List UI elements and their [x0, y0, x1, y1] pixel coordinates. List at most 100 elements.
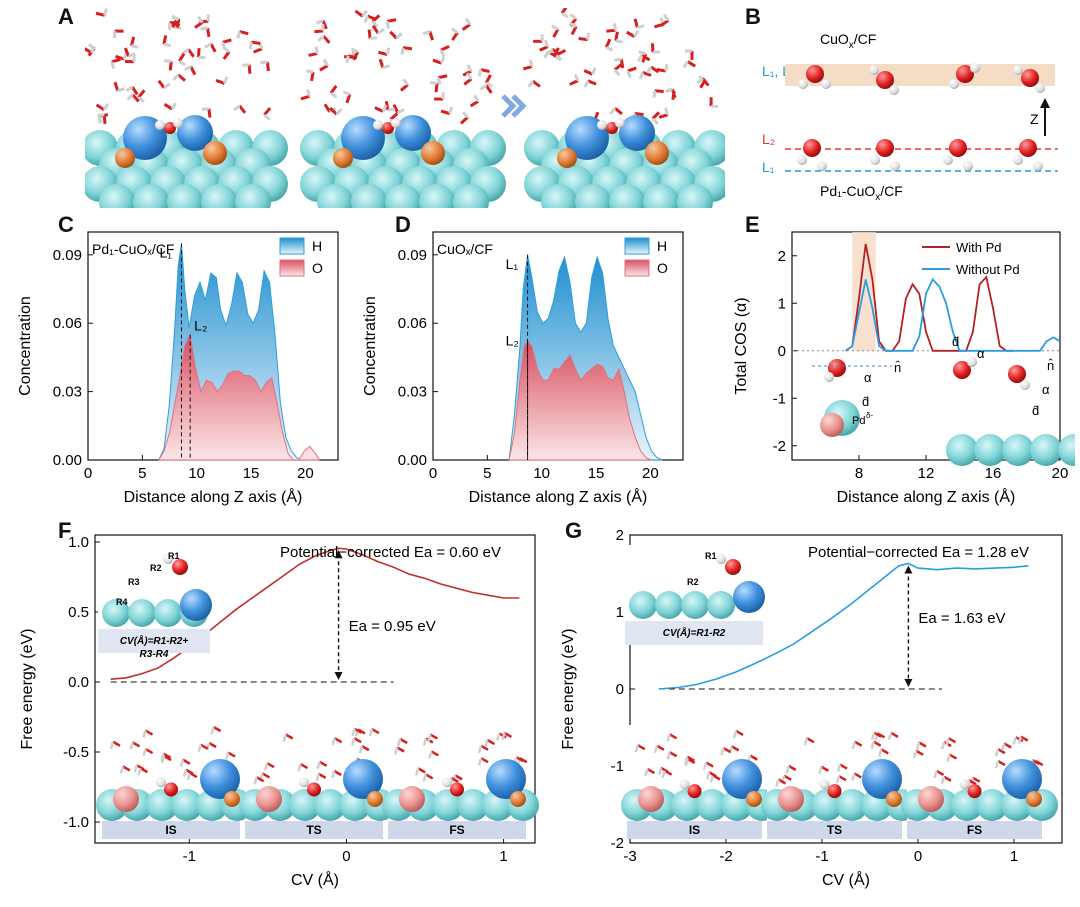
water-bond: [321, 23, 325, 32]
water-bond: [652, 90, 657, 98]
water-bond: [206, 27, 211, 38]
water-bond: [368, 728, 374, 737]
x-axis-label: CV (Å): [291, 870, 339, 889]
y-axis-label: Concentration: [17, 296, 34, 396]
y-tick-label: 1: [778, 295, 786, 312]
water-bond: [299, 762, 309, 770]
water-bond: [200, 26, 208, 31]
water-bond: [666, 751, 671, 760]
water-bond: [503, 731, 513, 738]
water-bond: [139, 767, 148, 774]
water-bond: [543, 39, 550, 48]
water-bond: [350, 737, 356, 746]
surface-atom: [289, 789, 321, 821]
snapshot-3: [522, 8, 725, 208]
o-atom: [367, 791, 383, 807]
x-tick-label: 0: [342, 848, 350, 865]
water-bond: [664, 107, 670, 116]
surface-atom: [1030, 434, 1062, 466]
annotation-l2: L₂: [506, 332, 519, 348]
water-bond: [656, 744, 665, 751]
water-bond: [183, 65, 192, 72]
chart-panel-f: -1 0 1 -1.0 -0.5 0.0 0.5 1.0 CV (Å) Free energy (…: [19, 534, 539, 889]
water-bond: [253, 776, 258, 785]
water-bond: [187, 48, 195, 58]
water-bond: [157, 79, 166, 89]
d-hat-label: d̂: [862, 394, 869, 409]
panel-b-bottom-label: Pd₁-CuOx/CF: [820, 183, 903, 203]
x-tick-label: 10: [188, 465, 205, 482]
d-hat-label-2: d̂: [952, 334, 959, 349]
water-oxygen: [450, 782, 464, 797]
legend-label: With Pd: [956, 240, 1002, 255]
state-label-band: [102, 821, 240, 839]
water-oxygen: [164, 782, 178, 797]
cu-atom: [733, 581, 765, 613]
inset-molecules: Pd δ-n̂αd̂d̂αn̂αd̂: [812, 334, 1075, 466]
surface-atom: [946, 434, 978, 466]
water-bond: [573, 73, 580, 82]
panel-letter-g: G: [565, 518, 583, 543]
water-bond: [918, 741, 927, 748]
water-bond: [197, 744, 202, 753]
water-bond: [838, 775, 847, 782]
water-bond: [361, 745, 370, 752]
o-atom: [886, 791, 902, 807]
ea-arrow-head-up: [334, 550, 343, 559]
water-bond: [466, 64, 473, 72]
ea-arrow-head-up: [904, 565, 913, 574]
water-bond: [354, 9, 364, 18]
water-oxygen: [828, 359, 846, 377]
water-bond: [318, 772, 327, 779]
water-bond: [366, 14, 377, 21]
legend-o-label: O: [657, 260, 668, 276]
water-bond: [97, 116, 102, 124]
water-hydrogen: [173, 118, 183, 128]
series-line-with-pd: [845, 243, 1014, 352]
water-bond: [224, 752, 230, 760]
panel-b-L2-label: L₂: [762, 131, 775, 147]
water-bond: [133, 764, 138, 773]
water-bond: [646, 767, 656, 775]
pd-atom: [638, 786, 664, 812]
water-bond: [227, 751, 236, 758]
bond-label-r1: R1: [168, 551, 180, 561]
cu-atom: [486, 759, 526, 799]
panel-b-bottom-water-row: [797, 139, 1043, 171]
water-bond: [657, 767, 663, 776]
water-bond: [248, 41, 253, 50]
water-bond: [194, 21, 204, 29]
water-bond: [103, 8, 108, 16]
water-bond: [131, 86, 139, 96]
y-tick-label: -1: [773, 390, 786, 407]
water-bond: [131, 93, 140, 103]
water-bond: [122, 51, 128, 60]
panel-b-top-label: CuOx/CF: [820, 31, 876, 51]
water-bond: [696, 77, 704, 85]
water-bond: [171, 19, 180, 29]
water-bond: [546, 48, 554, 56]
water-bond: [160, 753, 165, 762]
cu-substrate-atom: [643, 184, 679, 208]
water-bond: [200, 743, 209, 750]
water-bond: [322, 58, 329, 67]
water-bond: [820, 765, 829, 772]
water-bond: [170, 102, 178, 110]
cu-oxide-atom: [619, 115, 655, 151]
water-hydrogen: [679, 779, 690, 790]
water-bond: [486, 738, 495, 746]
water-bond: [638, 50, 646, 56]
water-bond: [586, 32, 591, 40]
water-oxygen: [172, 559, 188, 575]
water-oxygen: [725, 559, 741, 575]
water-bond: [627, 66, 637, 73]
water-bond: [606, 28, 616, 33]
surface-atom: [836, 789, 868, 821]
water-hydrogen: [597, 120, 607, 130]
water-bond: [943, 775, 952, 782]
y-tick-label: 0.5: [68, 604, 89, 621]
legend-h-label: H: [657, 238, 667, 254]
water-hydrogen: [442, 777, 452, 788]
water-hydrogen: [163, 554, 173, 564]
water-bond: [182, 769, 188, 778]
